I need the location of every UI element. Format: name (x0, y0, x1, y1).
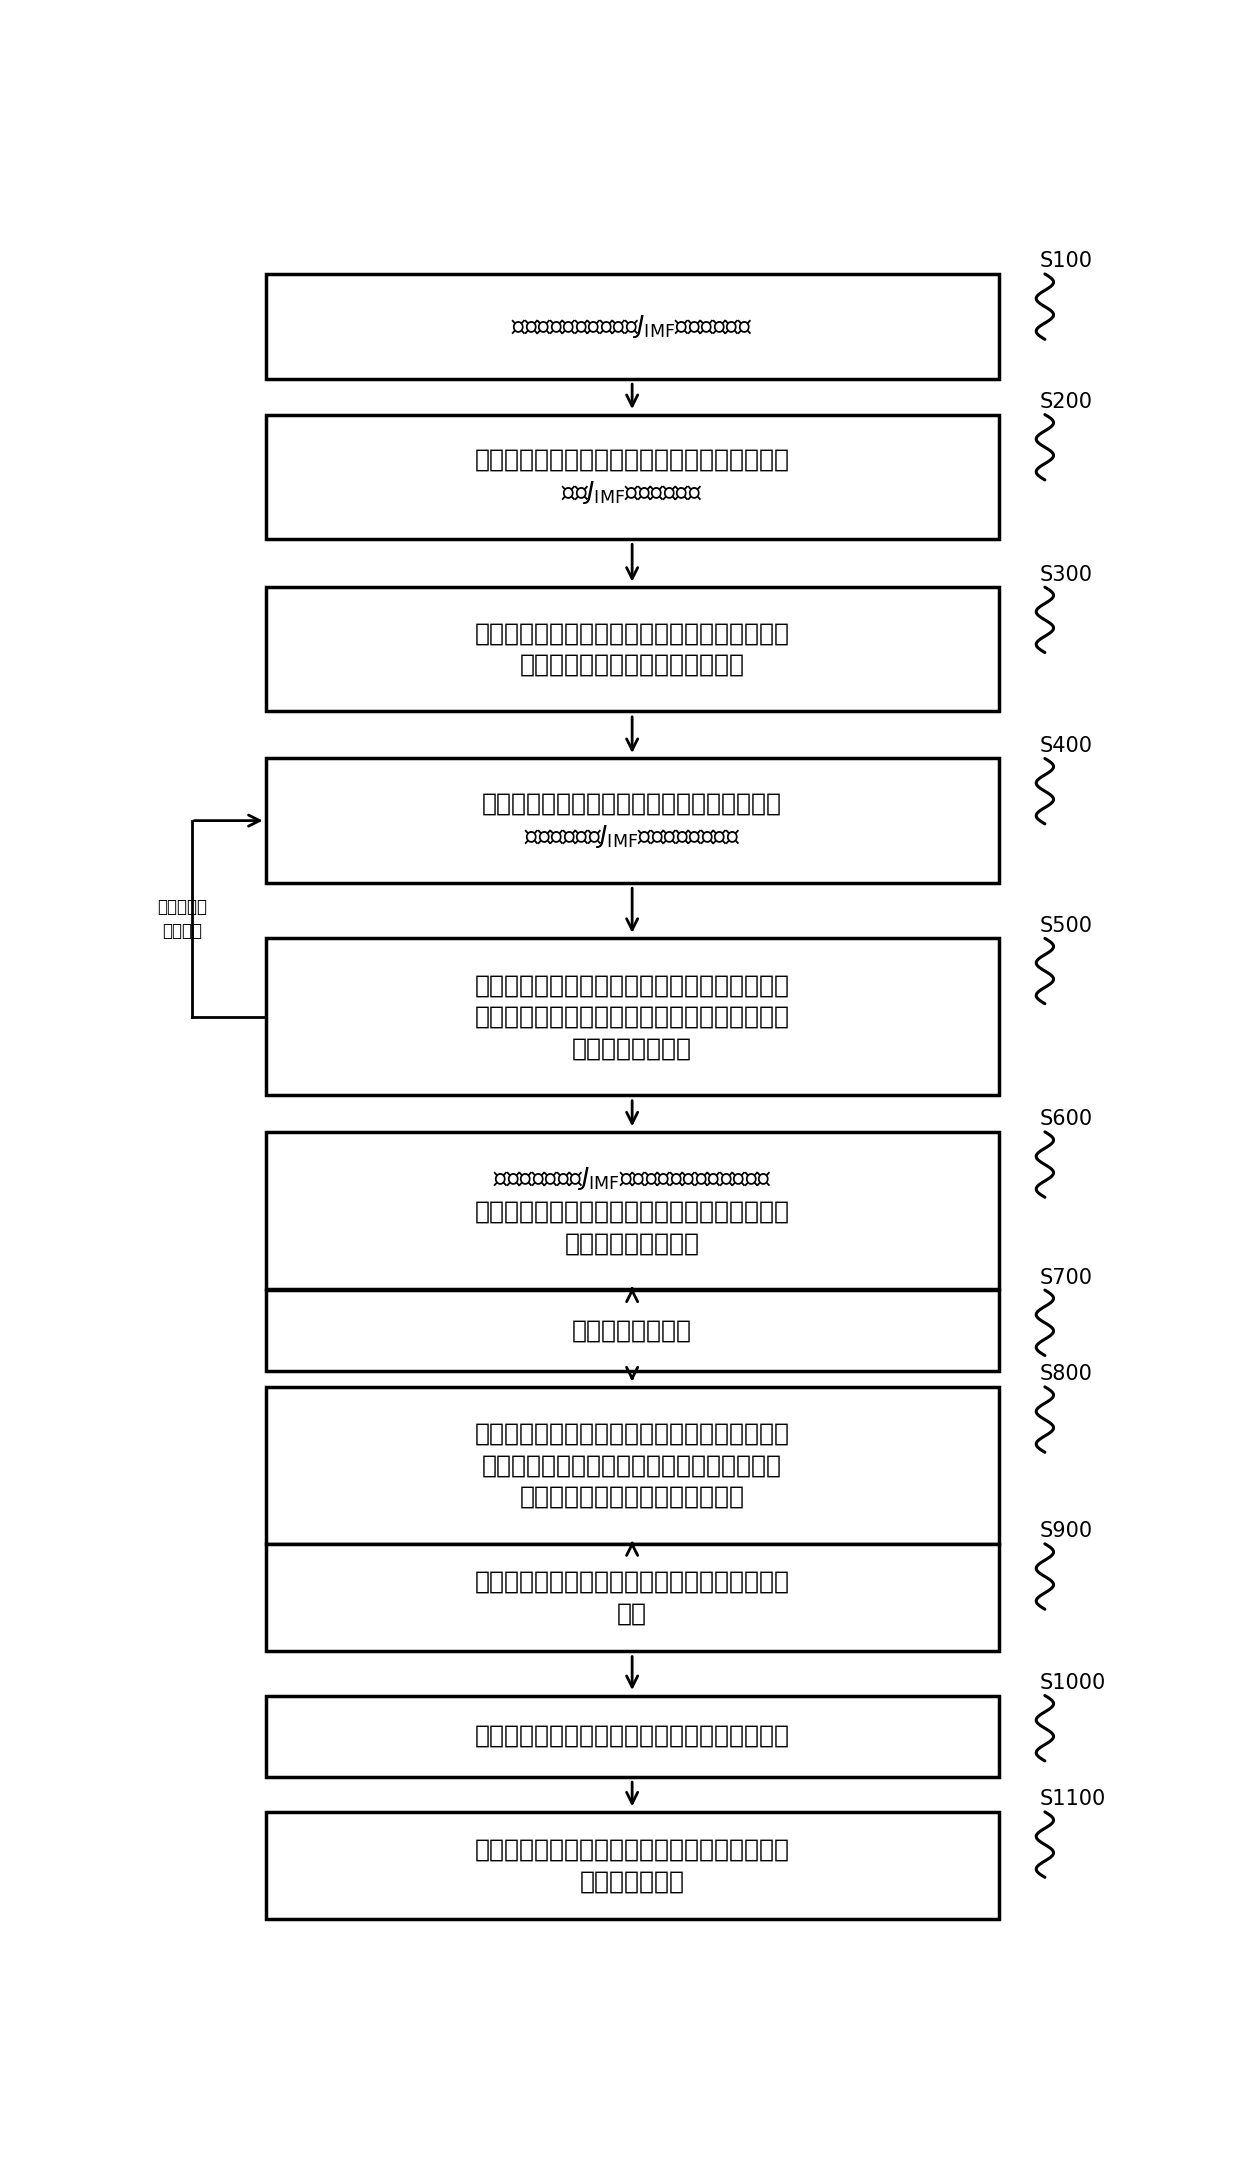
Bar (265, 759, 998, 883)
Bar (265, 587, 998, 711)
Text: S400: S400 (1040, 735, 1094, 757)
Text: S300: S300 (1040, 565, 1094, 585)
Text: 将每个真实样本分解为$J_{\mathrm{IMF}}$个真实子信号: 将每个真实样本分解为$J_{\mathrm{IMF}}$个真实子信号 (511, 313, 753, 339)
Bar (265, 939, 998, 1096)
Text: S800: S800 (1040, 1365, 1092, 1385)
Text: 以每个谱特征向量和对应的负荷参数为训练样
本，训练获取$J_{\mathrm{IMF}}$个子输出预测模型: 以每个谱特征向量和对应的负荷参数为训练样 本，训练获取$J_{\mathrm{I… (482, 791, 782, 850)
Text: 提取所有真实子信号的谱特征，获取所有真实样
本的$J_{\mathrm{IMF}}$个谱特征向量: 提取所有真实子信号的谱特征，获取所有真实样 本的$J_{\mathrm{IMF}… (475, 448, 790, 507)
Text: 对于每个谱特征向量，在所有可插值的谱特征对
之间进行插值生成多个虚拟谱特征: 对于每个谱特征向量，在所有可插值的谱特征对 之间进行插值生成多个虚拟谱特征 (475, 622, 790, 676)
Bar (265, 1544, 998, 1650)
Text: S100: S100 (1040, 252, 1094, 272)
Text: 在由混合样本输入和混合样本输出组成的混合样
本中，通过自适应谱特征选择获取选取的谱特
征，并划分为训练样本和验证样本: 在由混合样本输入和混合样本输出组成的混合样 本中，通过自适应谱特征选择获取选取的… (475, 1422, 790, 1509)
Bar (265, 415, 998, 539)
Text: 根据训练样本和验证样本，训练获取软测量预测
模型: 根据训练样本和验证样本，训练获取软测量预测 模型 (475, 1570, 790, 1626)
Text: S1100: S1100 (1040, 1789, 1106, 1809)
Text: S200: S200 (1040, 391, 1094, 411)
Text: 基于信息熵计算$J_{\mathrm{IMF}}$个虚拟子输出的加权系数，
并基于所述虚拟子输出和对应的所述加权系数加
权计算虚拟样本输出: 基于信息熵计算$J_{\mathrm{IMF}}$个虚拟子输出的加权系数， 并基… (475, 1165, 790, 1254)
Text: S900: S900 (1040, 1522, 1094, 1541)
Text: 获取混合样本输出: 获取混合样本输出 (572, 1320, 692, 1344)
Bar (265, 1811, 998, 1920)
Text: 获取需要进行软测量的磨机的测试数据的谱特征: 获取需要进行软测量的磨机的测试数据的谱特征 (475, 1724, 790, 1748)
Bar (265, 1133, 998, 1289)
Bar (265, 274, 998, 378)
Bar (265, 1289, 998, 1372)
Text: 重复预定次
数仍失败: 重复预定次 数仍失败 (157, 898, 207, 939)
Text: S700: S700 (1040, 1267, 1094, 1287)
Text: S1000: S1000 (1040, 1674, 1106, 1694)
Text: 根据所述软测量预测模型计算测试数据的谱特征
对应的负荷参数: 根据所述软测量预测模型计算测试数据的谱特征 对应的负荷参数 (475, 1837, 790, 1894)
Text: 计算备选子输出，并在备选子输出符合虚拟子信
号筛选条件时将当前备选子输出作为虚拟谱特征
对应的虚拟子输出: 计算备选子输出，并在备选子输出符合虚拟子信 号筛选条件时将当前备选子输出作为虚拟… (475, 974, 790, 1061)
Text: S600: S600 (1040, 1109, 1094, 1128)
Bar (265, 1387, 998, 1544)
Text: S500: S500 (1040, 915, 1094, 935)
Bar (265, 1696, 998, 1776)
